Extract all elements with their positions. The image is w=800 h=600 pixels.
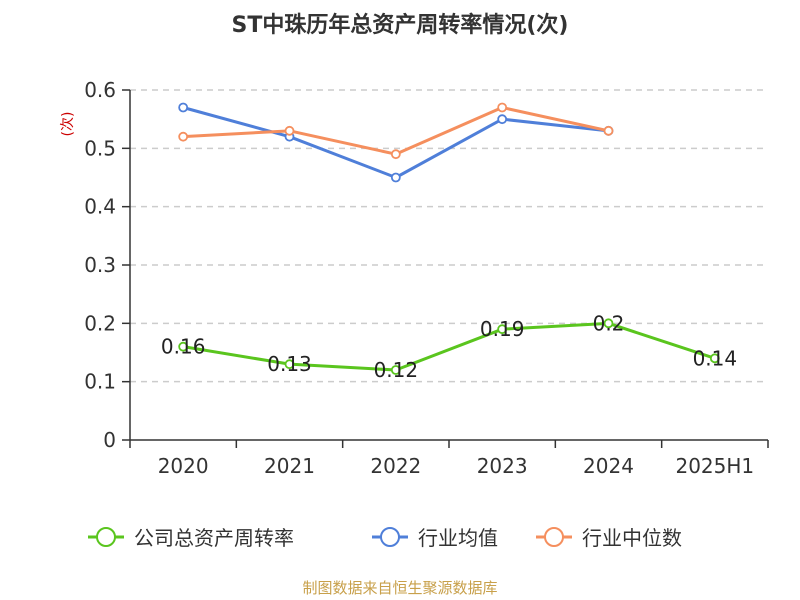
x-tick-label: 2025H1 — [675, 454, 754, 478]
legend-swatch-marker — [544, 527, 564, 547]
data-point — [497, 324, 508, 335]
data-point — [178, 102, 189, 113]
chart-title: ST中珠历年总资产周转率情况(次) — [232, 12, 569, 38]
data-label: 0.16 — [161, 335, 206, 359]
data-label: 0.2 — [593, 311, 625, 335]
y-tick-label: 0 — [103, 428, 116, 452]
legend-label: 行业中位数 — [582, 526, 682, 550]
data-label: 0.12 — [374, 358, 419, 382]
legend-label: 行业均值 — [418, 526, 498, 550]
y-tick-label: 0.2 — [84, 311, 116, 335]
data-point — [178, 131, 189, 142]
data-point — [709, 353, 720, 364]
data-label: 0.19 — [480, 317, 525, 341]
x-tick-label: 2021 — [264, 454, 315, 478]
data-point — [390, 365, 401, 375]
data-point — [390, 172, 401, 183]
series-group — [178, 102, 720, 375]
data-point — [284, 359, 295, 370]
series-line-0 — [182, 321, 716, 372]
data-point — [497, 102, 508, 113]
data-point — [603, 125, 614, 136]
axes: 0 0.1 0.2 0.3 0.4 0.5 0.6 2020 2021 2022 2023 2024 2… — [84, 78, 769, 478]
x-tick-label: 2022 — [370, 454, 421, 478]
legend-swatch-marker — [96, 527, 116, 547]
legend-swatch-marker — [380, 527, 400, 547]
source-note: 制图数据来自恒生聚源数据库 — [302, 579, 497, 597]
y-tick-label: 0.6 — [84, 78, 116, 102]
data-point — [497, 114, 508, 125]
data-point — [603, 318, 614, 329]
grid — [130, 89, 768, 383]
data-point — [390, 149, 401, 160]
legend-label: 公司总资产周转率 — [134, 526, 294, 550]
series-line-2 — [183, 106, 609, 156]
legend[interactable]: 公司总资产周转率 行业均值 行业中位数 — [88, 526, 682, 550]
y-tick-label: 0.3 — [84, 253, 116, 277]
data-labels: 0.16 0.13 0.12 0.19 0.2 0.14 — [161, 311, 737, 382]
y-tick-label: 0.4 — [84, 195, 116, 219]
y-axis-label: (次) — [60, 112, 76, 137]
data-label: 0.13 — [267, 352, 312, 376]
y-tick-label: 0.5 — [84, 136, 116, 160]
data-point — [178, 341, 189, 352]
x-tick-label: 2023 — [477, 454, 528, 478]
x-tick-label: 2024 — [583, 454, 634, 478]
data-label: 0.14 — [693, 346, 738, 370]
x-tick-label: 2020 — [158, 454, 209, 478]
y-tick-label: 0.1 — [84, 370, 116, 394]
data-point — [284, 125, 295, 136]
